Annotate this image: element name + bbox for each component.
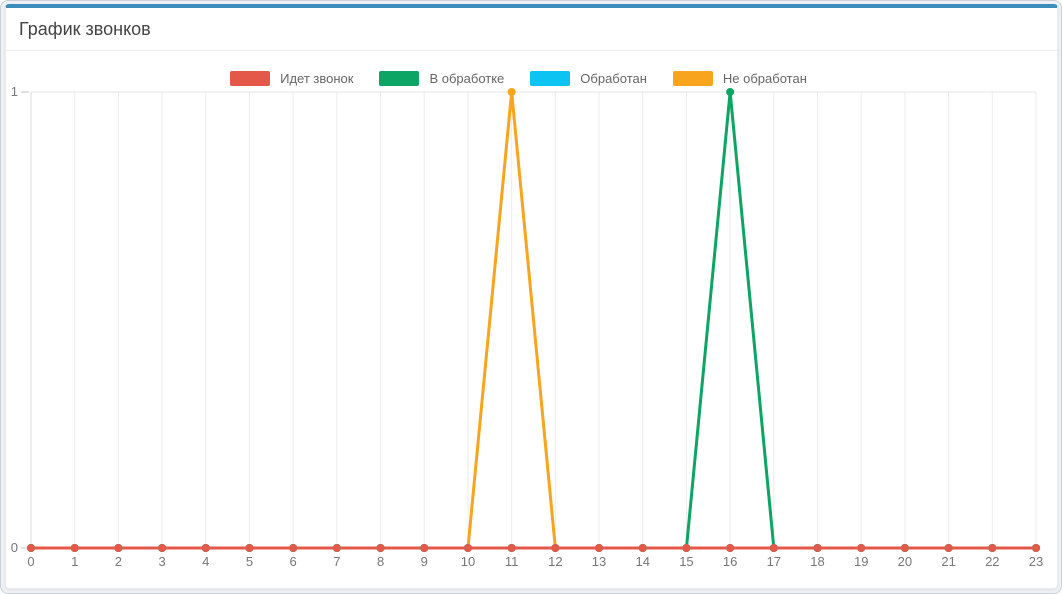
data-point[interactable] (769, 544, 778, 552)
x-tick-label: 20 (898, 554, 912, 569)
data-point[interactable] (682, 544, 691, 552)
x-tick-label: 19 (854, 554, 868, 569)
y-tick-label: 1 (11, 84, 18, 99)
chart-legend: Идет звонок В обработке Обработан Не обрабо… (6, 71, 1031, 86)
data-point[interactable] (376, 544, 385, 552)
data-point[interactable] (158, 544, 167, 552)
page-title: График звонков (19, 19, 151, 39)
data-point[interactable] (70, 544, 79, 552)
data-point[interactable] (900, 544, 909, 552)
legend-swatch (672, 71, 713, 86)
data-point[interactable] (420, 544, 429, 552)
x-tick-label: 12 (548, 554, 562, 569)
data-point[interactable] (245, 544, 254, 552)
data-point[interactable] (944, 544, 953, 552)
x-tick-label: 0 (27, 554, 34, 569)
legend-swatch (379, 71, 420, 86)
x-tick-label: 9 (421, 554, 428, 569)
x-tick-label: 23 (1029, 554, 1043, 569)
legend-label: В обработке (429, 71, 505, 86)
x-tick-label: 3 (158, 554, 165, 569)
legend-label: Обработан (580, 71, 647, 86)
x-tick-label: 16 (723, 554, 737, 569)
x-tick-label: 7 (333, 554, 340, 569)
data-point[interactable] (289, 544, 298, 552)
data-point[interactable] (114, 544, 123, 552)
x-tick-label: 13 (592, 554, 606, 569)
data-point[interactable] (857, 544, 866, 552)
x-tick-label: 11 (505, 554, 519, 569)
x-tick-label: 10 (461, 554, 475, 569)
legend-swatch (230, 71, 271, 86)
x-tick-label: 22 (985, 554, 999, 569)
data-point[interactable] (463, 544, 472, 552)
legend-label: Не обработан (722, 71, 807, 86)
y-tick-label: 0 (11, 540, 18, 555)
legend-label: Идет звонок (280, 71, 354, 86)
legend-swatch (530, 71, 571, 86)
chart-card: График звонков Идет звонок В обработке Обр… (5, 4, 1058, 589)
x-tick-label: 14 (636, 554, 650, 569)
legend-item-0[interactable]: Идет звонок (230, 71, 353, 86)
x-tick-label: 1 (71, 554, 78, 569)
legend-item-1[interactable]: В обработке (379, 71, 504, 86)
legend-item-2[interactable]: Обработан (530, 71, 647, 86)
x-tick-label: 15 (679, 554, 693, 569)
x-tick-label: 4 (202, 554, 209, 569)
x-tick-label: 5 (246, 554, 253, 569)
series-line-3 (29, 90, 1038, 550)
data-point[interactable] (988, 544, 997, 552)
x-tick-label: 17 (767, 554, 781, 569)
data-point[interactable] (726, 88, 735, 96)
data-point[interactable] (507, 88, 516, 96)
data-point[interactable] (595, 544, 604, 552)
data-point[interactable] (726, 544, 735, 552)
data-point[interactable] (638, 544, 647, 552)
x-tick-label: 8 (377, 554, 384, 569)
data-point[interactable] (551, 544, 560, 552)
data-point[interactable] (813, 544, 822, 552)
data-point[interactable] (1032, 544, 1040, 552)
data-point[interactable] (332, 544, 341, 552)
data-point[interactable] (27, 544, 35, 552)
data-point[interactable] (201, 544, 210, 552)
legend-item-3[interactable]: Не обработан (672, 71, 807, 86)
data-point[interactable] (507, 544, 516, 552)
x-tick-label: 18 (810, 554, 824, 569)
x-tick-label: 2 (115, 554, 122, 569)
x-tick-label: 6 (290, 554, 297, 569)
x-tick-label: 21 (941, 554, 955, 569)
chart-card-header: График звонков (6, 8, 1057, 51)
